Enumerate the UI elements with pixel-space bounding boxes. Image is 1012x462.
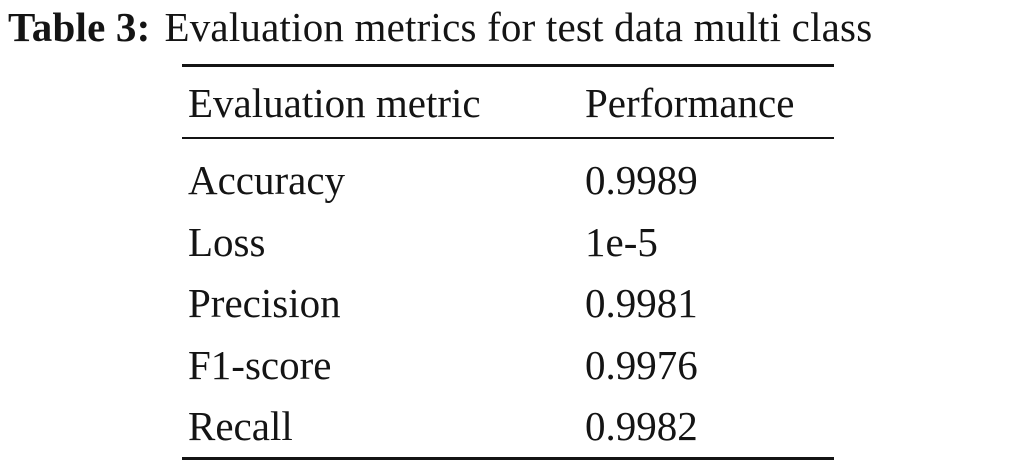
performance-cell: 0.9982 <box>585 403 698 449</box>
table-row: F1-score 0.9976 <box>182 334 834 396</box>
table-row: Loss 1e-5 <box>182 211 834 273</box>
table-header-rule <box>182 137 834 139</box>
table-header-row: Evaluation metric Performance <box>182 72 834 134</box>
column-header-performance: Performance <box>585 80 795 126</box>
metric-cell: F1-score <box>188 342 332 388</box>
metric-cell: Loss <box>188 219 266 265</box>
metric-cell: Precision <box>188 280 341 326</box>
performance-cell: 1e-5 <box>585 219 658 265</box>
performance-cell: 0.9976 <box>585 342 698 388</box>
table-bottom-rule <box>182 457 834 460</box>
metric-cell: Accuracy <box>188 157 346 203</box>
table-row: Precision 0.9981 <box>182 272 834 334</box>
table-caption: Table 3: Evaluation metrics for test data… <box>8 2 872 52</box>
table-row: Recall 0.9982 <box>182 395 834 457</box>
performance-cell: 0.9989 <box>585 157 698 203</box>
table-caption-label: Table 3: <box>8 4 151 50</box>
table-top-rule <box>182 64 834 67</box>
column-header-metric: Evaluation metric <box>188 80 481 126</box>
table-caption-text: Evaluation metrics for test data multi c… <box>164 4 873 50</box>
table-row: Accuracy 0.9989 <box>182 149 834 211</box>
metric-cell: Recall <box>188 403 293 449</box>
performance-cell: 0.9981 <box>585 280 698 326</box>
